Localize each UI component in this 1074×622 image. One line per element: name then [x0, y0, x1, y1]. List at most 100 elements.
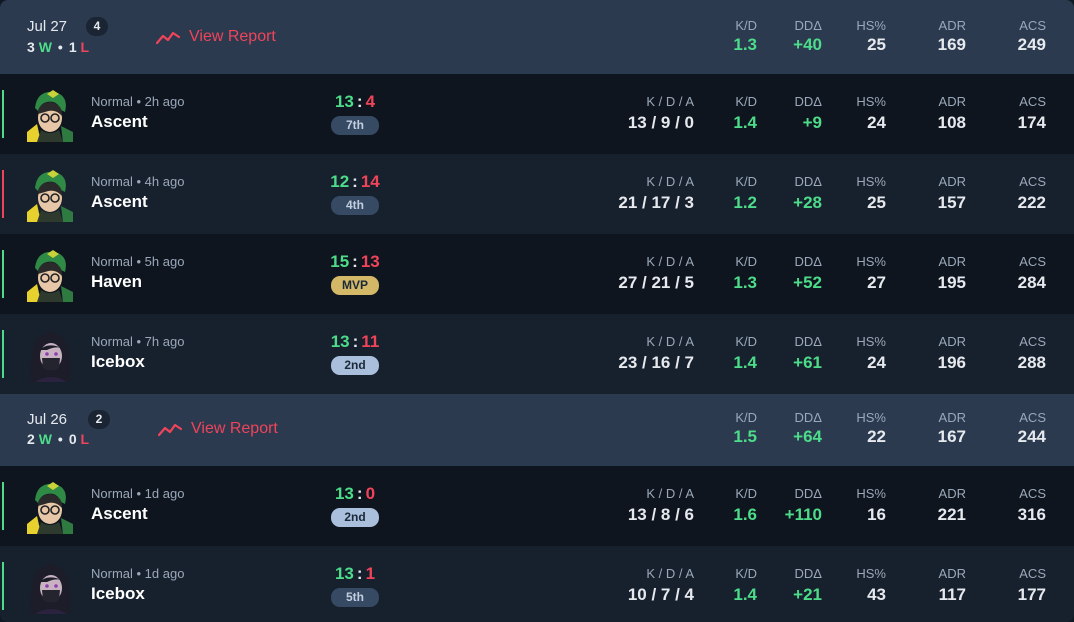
result-indicator-bar — [2, 250, 4, 298]
stat-kd: K/D 1.4 — [733, 566, 757, 604]
map-name: Ascent — [91, 504, 148, 523]
stat-hs: HS% 24 — [856, 334, 886, 372]
stat-adr: ADR 108 — [937, 94, 966, 132]
match-row[interactable]: Normal • 1d ago Ascent 13:0 2nd K / D / A 13 … — [0, 466, 1074, 546]
placement-badge: 2nd — [331, 508, 379, 527]
day-header: Jul 26 2 2 W • 0 L View Report K/D 1.5 DDΔ +… — [0, 394, 1074, 466]
match-row[interactable]: Normal • 5h ago Haven 15:13 MVP K / D / A 27 … — [0, 234, 1074, 314]
placement-badge: 4th — [331, 196, 379, 215]
day-stat-hs: HS% 22 — [856, 410, 886, 446]
placement-badge: 5th — [331, 588, 379, 607]
day-header: Jul 27 4 3 W • 1 L View Report K/D 1.3 DDΔ +… — [0, 0, 1074, 74]
stat-adr: ADR 195 — [937, 254, 966, 292]
stat-kd: K/D 1.4 — [733, 94, 757, 132]
agent-avatar — [25, 560, 75, 614]
match-score: 13:4 — [334, 92, 376, 111]
match-mode-time: Normal • 5h ago — [91, 254, 185, 269]
stat-adr: ADR 196 — [937, 334, 966, 372]
day-stat-kd: K/D 1.3 — [733, 18, 757, 54]
agent-avatar — [25, 480, 75, 534]
stat-acs: ACS 288 — [1017, 334, 1046, 372]
stat-hs: HS% 27 — [856, 254, 886, 292]
stat-kda: K / D / A 13 / 8 / 6 — [627, 486, 694, 524]
stat-kda: K / D / A 10 / 7 / 4 — [627, 566, 694, 604]
stat-dd: DDΔ +9 — [794, 94, 822, 132]
match-score: 13:1 — [334, 564, 376, 583]
stat-hs: HS% 43 — [856, 566, 886, 604]
match-row[interactable]: Normal • 4h ago Ascent 12:14 4th K / D / A 21… — [0, 154, 1074, 234]
match-score: 13:11 — [330, 332, 380, 351]
stat-dd: DDΔ +52 — [793, 254, 822, 292]
stat-kd: K/D 1.2 — [733, 174, 757, 212]
agent-avatar — [25, 248, 75, 302]
stat-acs: ACS 316 — [1017, 486, 1046, 524]
map-name: Ascent — [91, 112, 148, 131]
match-mode-time: Normal • 1d ago — [91, 486, 185, 501]
stat-adr: ADR 117 — [938, 566, 966, 604]
day-match-count-badge: 2 — [88, 410, 110, 429]
stat-acs: ACS 284 — [1017, 254, 1046, 292]
match-mode-time: Normal • 7h ago — [91, 334, 185, 349]
killjoy-agent-icon — [27, 482, 73, 534]
day-stat-kd: K/D 1.5 — [733, 410, 757, 446]
stat-kd: K/D 1.4 — [733, 334, 757, 372]
day-date: Jul 26 — [27, 411, 68, 428]
match-mode-time: Normal • 4h ago — [91, 174, 185, 189]
stat-acs: ACS 174 — [1017, 94, 1046, 132]
stat-dd: DDΔ +21 — [793, 566, 822, 604]
killjoy-agent-icon — [27, 250, 73, 302]
stat-hs: HS% 25 — [856, 174, 886, 212]
result-indicator-bar — [2, 90, 4, 138]
match-mode-time: Normal • 2h ago — [91, 94, 185, 109]
match-row[interactable]: Normal • 7h ago Icebox 13:11 2nd K / D / A 23… — [0, 314, 1074, 394]
view-report-button[interactable]: View Report — [158, 420, 278, 438]
day-stat-acs: ACS 244 — [1017, 410, 1046, 446]
stat-dd: DDΔ +28 — [793, 174, 822, 212]
stat-acs: ACS 177 — [1017, 566, 1046, 604]
stat-acs: ACS 222 — [1017, 174, 1046, 212]
match-row[interactable]: Normal • 1d ago Icebox 13:1 5th K / D / A 10 … — [0, 546, 1074, 622]
stat-dd: DDΔ +61 — [793, 334, 822, 372]
match-score: 15:13 — [330, 252, 380, 271]
stat-hs: HS% 24 — [856, 94, 886, 132]
match-mode-time: Normal • 1d ago — [91, 566, 185, 581]
match-score: 13:0 — [334, 484, 376, 503]
stat-hs: HS% 16 — [856, 486, 886, 524]
view-report-button[interactable]: View Report — [156, 28, 276, 46]
result-indicator-bar — [2, 170, 4, 218]
stat-kda: K / D / A 21 / 17 / 3 — [618, 174, 694, 212]
reyna-agent-icon — [30, 332, 71, 382]
day-date: Jul 27 — [27, 18, 68, 35]
reyna-agent-icon — [30, 564, 71, 614]
map-name: Ascent — [91, 192, 148, 211]
day-stat-hs: HS% 25 — [856, 18, 886, 54]
result-indicator-bar — [2, 482, 4, 530]
agent-avatar — [25, 88, 75, 142]
killjoy-agent-icon — [27, 170, 73, 222]
stat-kda: K / D / A 23 / 16 / 7 — [618, 334, 694, 372]
day-stat-acs: ACS 249 — [1017, 18, 1046, 54]
result-indicator-bar — [2, 562, 4, 610]
stat-kda: K / D / A 27 / 21 / 5 — [618, 254, 694, 292]
trend-line-icon — [158, 423, 182, 437]
map-name: Icebox — [91, 352, 145, 371]
day-match-count-badge: 4 — [86, 17, 108, 36]
killjoy-agent-icon — [27, 90, 73, 142]
stat-kd: K/D 1.3 — [733, 254, 757, 292]
day-stat-dd: DDΔ +40 — [793, 18, 822, 54]
stat-adr: ADR 221 — [937, 486, 966, 524]
day-stat-dd: DDΔ +64 — [793, 410, 822, 446]
placement-badge: 7th — [331, 116, 379, 135]
stat-adr: ADR 157 — [937, 174, 966, 212]
win-loss-record: 2 W • 0 L — [27, 431, 90, 447]
day-stat-adr: ADR 169 — [937, 18, 966, 54]
match-row[interactable]: Normal • 2h ago Ascent 13:4 7th K / D / A 13 … — [0, 74, 1074, 154]
day-stat-adr: ADR 167 — [937, 410, 966, 446]
agent-avatar — [25, 328, 75, 382]
placement-badge: 2nd — [331, 356, 379, 375]
stat-kd: K/D 1.6 — [733, 486, 757, 524]
stat-kda: K / D / A 13 / 9 / 0 — [627, 94, 694, 132]
match-score: 12:14 — [330, 172, 380, 191]
placement-badge: MVP — [331, 276, 379, 295]
